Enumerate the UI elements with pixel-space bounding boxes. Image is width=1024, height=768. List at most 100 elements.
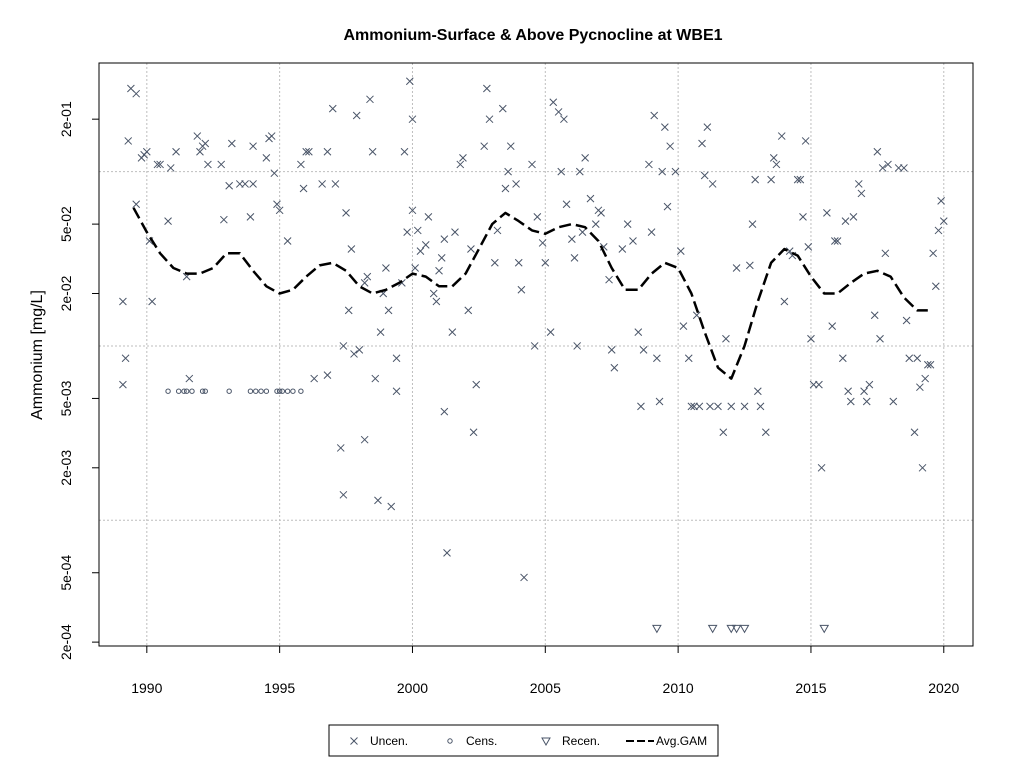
data-point-uncensored: [225, 181, 234, 190]
data-point-uncensored: [923, 360, 932, 369]
data-point-uncensored: [241, 180, 249, 188]
data-point-uncensored: [889, 397, 898, 406]
data-point-uncensored: [833, 237, 842, 245]
data-point-uncensored: [467, 245, 475, 253]
data-point-uncensored: [413, 226, 422, 235]
data-point-uncensored: [387, 502, 396, 511]
data-point-censored: [175, 388, 182, 394]
data-point-uncensored: [831, 237, 839, 245]
data-point-uncensored: [533, 213, 542, 221]
data-point-censored: [165, 388, 171, 394]
data-point-uncensored: [916, 383, 924, 392]
data-point-uncensored: [793, 175, 802, 184]
data-point-uncensored: [573, 342, 582, 350]
data-point-uncensored: [530, 342, 539, 350]
data-point-uncensored: [807, 334, 815, 343]
data-point-uncensored: [153, 160, 162, 169]
data-point-uncensored: [435, 266, 443, 275]
data-point-uncensored: [799, 213, 807, 221]
data-point-uncensored: [302, 147, 311, 156]
data-point-uncensored: [623, 220, 632, 228]
data-point-recensored: [726, 624, 737, 634]
data-point-uncensored: [472, 380, 481, 389]
data-point-uncensored: [931, 282, 940, 291]
data-point-uncensored: [193, 132, 202, 140]
data-point-uncensored: [201, 139, 210, 148]
data-point-uncensored: [350, 350, 358, 358]
data-point-uncensored: [562, 200, 571, 209]
data-point-uncensored: [876, 334, 884, 343]
data-point-uncensored: [339, 490, 348, 499]
data-point-uncensored: [498, 104, 507, 113]
data-point-recensored: [739, 624, 750, 634]
data-point-uncensored: [459, 153, 467, 162]
data-point-uncensored: [679, 322, 688, 330]
data-point-uncensored: [227, 139, 236, 148]
data-point-uncensored: [164, 217, 172, 226]
data-point-uncensored: [368, 147, 377, 156]
data-point-uncensored: [384, 306, 393, 315]
data-point-uncensored: [249, 180, 257, 188]
data-point-uncensored: [817, 463, 826, 472]
data-point-uncensored: [220, 215, 228, 224]
data-point-censored: [181, 388, 187, 394]
data-point-uncensored: [305, 147, 313, 156]
data-point-uncensored: [119, 380, 127, 389]
data-point-censored: [199, 388, 206, 394]
y-axis-label: Ammonium [mg/L]: [29, 290, 46, 420]
data-point-uncensored: [185, 374, 194, 383]
data-point-uncensored: [549, 98, 558, 107]
data-point-uncensored: [655, 397, 664, 406]
data-point-uncensored: [902, 316, 911, 325]
data-point-uncensored: [772, 160, 781, 169]
data-point-uncensored: [270, 169, 279, 178]
data-point-uncensored: [663, 202, 672, 211]
data-point-uncensored: [753, 387, 762, 396]
data-point-uncensored: [310, 374, 319, 383]
data-point-uncensored: [408, 115, 417, 124]
data-point-uncensored: [416, 247, 425, 255]
y-tick-label: 2e-01: [58, 101, 74, 137]
y-tick-label: 2e-04: [58, 624, 74, 660]
gam-trend-line: [132, 207, 928, 380]
data-point-uncensored: [344, 306, 353, 315]
data-point-uncensored: [352, 111, 361, 120]
data-point-uncensored: [937, 196, 945, 205]
data-point-censored: [279, 388, 286, 394]
data-point-uncensored: [448, 328, 457, 337]
data-point-uncensored: [918, 463, 927, 472]
data-point-uncensored: [905, 354, 914, 363]
data-point-recensored: [541, 737, 551, 747]
data-point-uncensored: [634, 328, 643, 337]
data-point-uncensored: [323, 147, 332, 156]
data-point-uncensored: [748, 220, 757, 228]
data-point-uncensored: [554, 108, 563, 116]
data-point-uncensored: [267, 132, 276, 140]
data-point-uncensored: [727, 402, 736, 411]
y-tick-label: 5e-02: [58, 206, 74, 242]
data-point-uncensored: [342, 209, 350, 217]
data-point-uncensored: [815, 380, 823, 389]
data-point-uncensored: [870, 311, 879, 320]
data-point-uncensored: [538, 239, 547, 247]
grid-lines: [99, 63, 973, 646]
chart-title: Ammonium-Surface & Above Pycnocline at W…: [343, 27, 722, 44]
data-point-uncensored: [645, 160, 653, 169]
data-point-recensored: [731, 624, 742, 634]
data-point-uncensored: [692, 311, 701, 320]
data-point-uncensored: [706, 402, 714, 411]
data-point-uncensored: [405, 77, 414, 86]
data-point-uncensored: [360, 279, 369, 287]
data-point-uncensored: [578, 228, 587, 236]
data-point-uncensored: [506, 142, 515, 151]
data-point-uncensored: [900, 164, 908, 172]
data-point-uncensored: [440, 235, 449, 243]
data-point-recensored: [652, 624, 662, 634]
data-point-uncensored: [469, 428, 478, 437]
data-point-censored: [290, 388, 296, 394]
data-point-uncensored: [801, 137, 810, 145]
data-point-uncensored: [483, 84, 491, 93]
data-point-uncensored: [658, 167, 667, 176]
data-point-uncensored: [142, 147, 151, 156]
